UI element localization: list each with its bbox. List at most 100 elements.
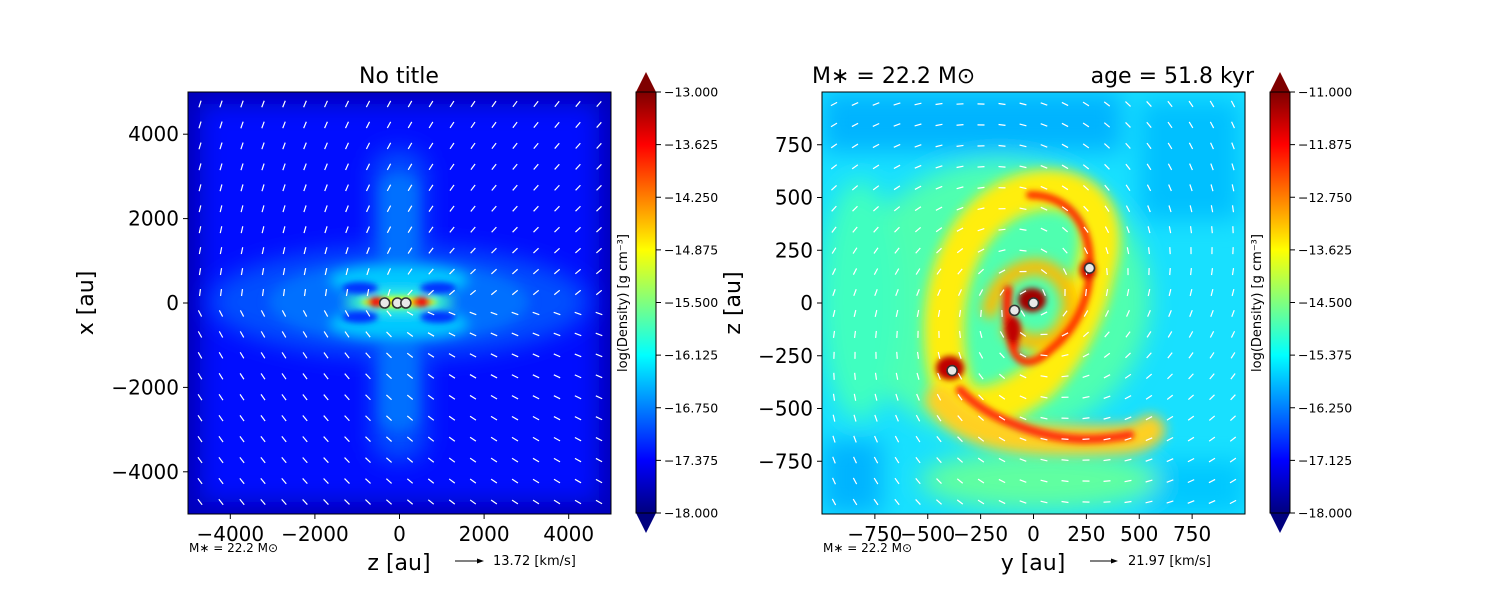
velocity-arrow [448, 394, 456, 400]
velocity-arrow [448, 478, 456, 484]
velocity-arrow [957, 289, 963, 296]
left-colorbar-tick-label: −18.000 [664, 506, 718, 521]
velocity-arrow [491, 142, 497, 150]
velocity-arrow [324, 205, 328, 213]
velocity-arrow [282, 184, 286, 192]
velocity-arrow [323, 310, 329, 317]
velocity-arrow [574, 289, 582, 296]
velocity-arrow [914, 144, 922, 148]
velocity-arrow [1146, 184, 1152, 192]
velocity-arrow [937, 309, 941, 318]
velocity-arrow [365, 457, 371, 463]
velocity-arrow [1061, 164, 1069, 170]
velocity-arrow [1167, 373, 1173, 380]
velocity-arrow [281, 415, 287, 422]
velocity-arrow [596, 205, 602, 212]
velocity-arrow [1188, 352, 1194, 359]
velocity-arrow [831, 498, 837, 506]
velocity-arrow [219, 247, 223, 255]
velocity-arrow [1229, 436, 1237, 442]
velocity-arrow [1210, 205, 1214, 213]
velocity-arrow [936, 436, 942, 443]
velocity-arrow [345, 226, 349, 234]
velocity-arrow [386, 415, 392, 422]
velocity-arrow [977, 499, 985, 505]
velocity-arrow [1189, 163, 1193, 171]
velocity-arrow [575, 121, 581, 128]
velocity-arrow [1147, 226, 1151, 234]
velocity-arrow [239, 456, 245, 464]
velocity-arrow [1147, 310, 1151, 317]
velocity-arrow [1145, 500, 1153, 504]
right-y-tick-label: −500 [758, 397, 813, 421]
velocity-arrow [894, 226, 900, 233]
velocity-arrow [553, 436, 561, 442]
velocity-arrow [198, 121, 202, 129]
velocity-arrow [407, 121, 413, 129]
velocity-arrow [365, 100, 371, 108]
velocity-arrow [365, 436, 371, 443]
velocity-arrow [1146, 101, 1152, 107]
velocity-arrow [260, 331, 266, 338]
velocity-arrow [323, 478, 329, 485]
velocity-arrow [533, 121, 539, 129]
velocity-arrow [491, 100, 497, 108]
velocity-arrow [1231, 309, 1235, 317]
velocity-arrow [830, 122, 838, 128]
velocity-arrow [344, 499, 350, 505]
velocity-arrow [449, 121, 455, 129]
velocity-arrow [345, 163, 349, 171]
left-y-tick-label: −2000 [111, 375, 179, 399]
velocity-arrow [1019, 102, 1027, 106]
velocity-arrow [1209, 100, 1215, 108]
velocity-arrow [239, 331, 245, 338]
velocity-arrow [407, 205, 413, 213]
velocity-arrow [1187, 457, 1195, 463]
velocity-arrow [324, 247, 328, 255]
right-colorbar-tick-label: −14.500 [1298, 295, 1352, 310]
velocity-arrow [1210, 184, 1214, 192]
velocity-arrow [197, 414, 203, 422]
velocity-arrow [1167, 352, 1173, 359]
velocity-arrow [387, 289, 391, 297]
velocity-arrow [386, 142, 392, 150]
left-y-tick-label: 4000 [128, 122, 179, 146]
velocity-arrow [872, 143, 880, 149]
velocity-arrow [428, 184, 434, 192]
velocity-arrow [1187, 415, 1195, 421]
left-velocity-key-head [477, 558, 484, 564]
velocity-arrow [490, 353, 498, 358]
velocity-arrow [1019, 123, 1027, 127]
velocity-arrow [532, 478, 540, 484]
velocity-arrow [448, 436, 456, 442]
velocity-arrow [469, 374, 477, 379]
right-y-tick-label: 500 [775, 186, 813, 210]
velocity-arrow [574, 416, 582, 421]
velocity-arrow [344, 352, 350, 359]
velocity-arrow [386, 100, 392, 108]
velocity-arrow [218, 373, 224, 380]
velocity-arrow [1147, 288, 1151, 297]
velocity-arrow [1125, 331, 1131, 338]
velocity-arrow [1190, 268, 1192, 276]
velocity-arrow [239, 415, 245, 422]
velocity-arrow [851, 164, 859, 170]
velocity-arrow [323, 373, 329, 380]
velocity-arrow [532, 268, 540, 275]
velocity-arrow [302, 352, 308, 359]
velocity-arrow [873, 477, 879, 485]
velocity-arrow [1040, 396, 1048, 399]
velocity-arrow [532, 332, 540, 337]
velocity-arrow [553, 395, 561, 400]
velocity-arrow [595, 311, 603, 316]
velocity-arrow [998, 249, 1006, 253]
left-x-tick-label: −2000 [281, 522, 349, 546]
velocity-arrow [1231, 142, 1235, 150]
velocity-arrow [980, 309, 982, 318]
velocity-arrow [895, 372, 899, 380]
velocity-arrow [428, 142, 434, 150]
velocity-arrow [1126, 310, 1130, 317]
velocity-arrow [1210, 309, 1214, 317]
velocity-arrow [893, 143, 901, 148]
velocity-arrow [406, 311, 414, 316]
